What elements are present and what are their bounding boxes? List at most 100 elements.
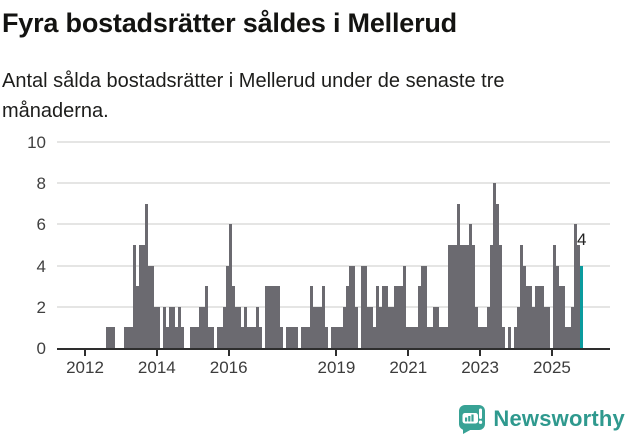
bar: [277, 286, 280, 348]
bar: [457, 203, 460, 348]
bar: [154, 306, 157, 348]
bar: [274, 286, 277, 348]
bar: [481, 327, 484, 348]
bar: [271, 286, 274, 348]
bar: [517, 306, 520, 348]
bar: [514, 327, 517, 348]
bar: [181, 327, 184, 348]
bar: [148, 265, 151, 348]
bar: [418, 286, 421, 348]
bar: [151, 265, 154, 348]
chart-title: Fyra bostadsrätter såldes i Mellerud: [2, 8, 457, 38]
bar: [211, 327, 214, 348]
bar: [190, 327, 193, 348]
bar: [409, 327, 412, 348]
bar: [538, 286, 541, 348]
bar: [532, 306, 535, 348]
y-axis-label: 2: [36, 297, 46, 317]
bar: [199, 306, 202, 348]
bar: [166, 327, 169, 348]
bar: [439, 327, 442, 348]
x-axis-label: 2019: [317, 358, 356, 377]
x-axis-label: 2012: [66, 358, 104, 377]
bar: [325, 327, 328, 348]
x-axis-tick: [84, 350, 86, 356]
bar: [244, 306, 247, 348]
bar: [322, 286, 325, 348]
x-axis-line: [57, 348, 610, 350]
chart-subtitle: Antal sålda bostadsrätter i Mellerud und…: [2, 70, 505, 122]
bar: [394, 286, 397, 348]
y-axis-label: 6: [36, 215, 46, 235]
bar: [163, 306, 166, 348]
bar: [574, 224, 577, 348]
bar: [400, 286, 403, 348]
bar: [157, 306, 160, 348]
bar: [259, 327, 262, 348]
x-axis-tick: [479, 350, 482, 356]
y-axis-label: 0: [36, 339, 46, 358]
x-axis-tick: [335, 350, 338, 356]
bar: [544, 306, 547, 348]
bar: [139, 245, 142, 348]
bar: [502, 327, 505, 348]
bar: [445, 327, 448, 348]
bar: [343, 306, 346, 348]
bar: [349, 265, 352, 348]
bar: [559, 286, 562, 348]
bar: [304, 327, 307, 348]
bar: [412, 327, 415, 348]
bar: [253, 327, 256, 348]
bar: [568, 327, 571, 348]
bar: [496, 203, 499, 348]
bar-current-highlight: [580, 265, 583, 348]
bar: [370, 306, 373, 348]
bar: [319, 306, 322, 348]
bar: [493, 183, 496, 348]
bar: [229, 224, 232, 348]
bar: [478, 327, 481, 348]
bar: [292, 327, 295, 348]
x-axis-tick: [407, 350, 410, 356]
bar: [469, 224, 472, 348]
bar: [562, 286, 565, 348]
gridline-y-6: [57, 223, 610, 226]
bar: [460, 245, 463, 348]
bar: [205, 286, 208, 348]
bar: [346, 286, 349, 348]
bar: [376, 286, 379, 348]
bar: [169, 306, 172, 348]
bar: [577, 245, 580, 348]
bar: [280, 327, 283, 348]
brand-name: Newsworthy: [493, 406, 625, 431]
bar: [232, 286, 235, 348]
bar: [337, 327, 340, 348]
bar: [340, 327, 343, 348]
bar: [316, 306, 319, 348]
brand-footer: Newsworthy: [458, 402, 625, 436]
bar: [130, 327, 133, 348]
bar: [415, 327, 418, 348]
bar: [385, 286, 388, 348]
bar: [352, 265, 355, 348]
bar: [442, 327, 445, 348]
bar: [112, 327, 115, 348]
bar: [193, 327, 196, 348]
bar: [109, 327, 112, 348]
bar: [472, 245, 475, 348]
bar: [268, 286, 271, 348]
gridline-y-8: [57, 182, 610, 185]
x-axis-label: 2023: [461, 358, 500, 377]
bar: [313, 306, 316, 348]
bar: [466, 245, 469, 348]
bar: [526, 286, 529, 348]
gridline-y-10: [57, 141, 610, 143]
bar: [178, 306, 181, 348]
bar: [289, 327, 292, 348]
bar: [364, 265, 367, 348]
bar: [424, 265, 427, 348]
bar-chart-plot-area: 0 2 4 6 8 10 2012 2014 2016 2019 2021 2023 2025 4: [27, 134, 610, 377]
latest-value-label: 4: [577, 230, 587, 249]
bar: [196, 327, 199, 348]
